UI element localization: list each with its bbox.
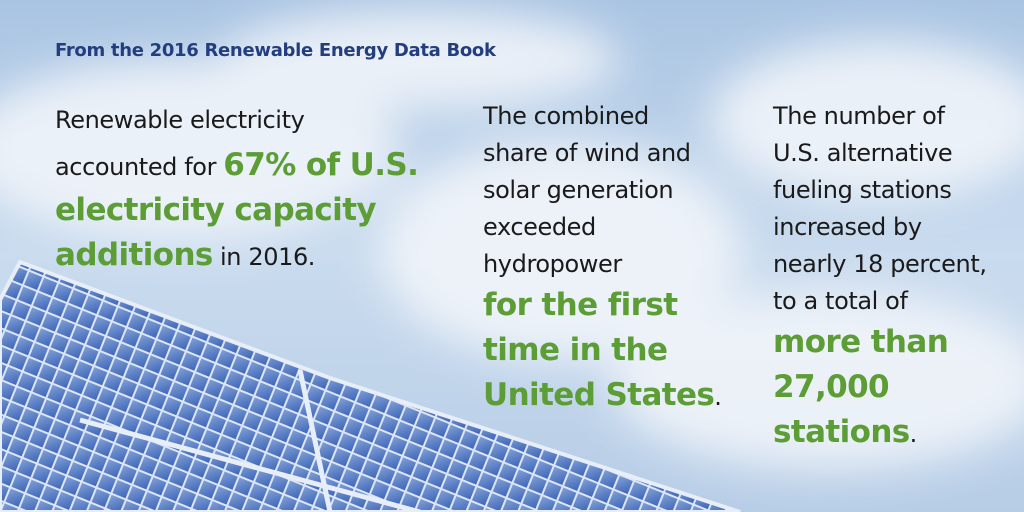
fact-line: United States.	[483, 373, 722, 418]
highlight-text: for the first	[483, 287, 678, 323]
fact: The number of U.S. alternative fueling sta…	[773, 98, 987, 455]
highlight-text: time in the	[483, 332, 668, 368]
fact-line: increased by	[773, 209, 987, 246]
highlight-text: additions	[55, 237, 213, 273]
body-text: U.S. alternative	[773, 139, 953, 167]
body-text: The number of	[773, 102, 945, 130]
fact-line: U.S. alternative	[773, 135, 987, 172]
highlight-text: stations	[773, 414, 910, 450]
body-text: exceeded	[483, 213, 596, 241]
fact-line: 27,000	[773, 365, 987, 410]
body-text: solar generation	[483, 176, 674, 204]
fact-line: stations.	[773, 410, 987, 455]
fact-line: time in the	[483, 328, 722, 373]
body-text: nearly 18 percent,	[773, 250, 987, 278]
highlight-text: United States	[483, 377, 715, 413]
body-text: to a total of	[773, 287, 908, 315]
body-text: The combined	[483, 102, 649, 130]
highlight-text: 67% of U.S.	[223, 147, 419, 183]
body-text: fueling stations	[773, 176, 952, 204]
fact-line: The combined	[483, 98, 722, 135]
fact-line: Renewable electricity	[55, 98, 418, 143]
body-text: increased by	[773, 213, 922, 241]
title: From the 2016 Renewable Energy Data Book	[55, 40, 496, 61]
body-text: share of wind and	[483, 139, 691, 167]
highlight-text: electricity capacity	[55, 192, 377, 228]
body-text: hydropower	[483, 250, 622, 278]
fact-line: The number of	[773, 98, 987, 135]
fact-line: nearly 18 percent,	[773, 246, 987, 283]
fact-line: solar generation	[483, 172, 722, 209]
highlight-text: 27,000	[773, 369, 890, 405]
fact-line: more than	[773, 320, 987, 365]
body-text: .	[714, 383, 722, 411]
fact: The combined share of wind and solar gener…	[483, 98, 722, 418]
fact-line: electricity capacity	[55, 188, 418, 233]
fact-line: to a total of	[773, 283, 987, 320]
body-text: accounted for	[55, 153, 224, 181]
fact: Renewable electricity accounted for 67% o…	[55, 98, 419, 278]
fact-line: fueling stations	[773, 172, 987, 209]
highlight-text: more than	[773, 324, 949, 360]
fact-line: for the first	[483, 283, 722, 328]
body-text: Renewable electricity	[55, 106, 305, 134]
fact-line: share of wind and	[483, 135, 722, 172]
fact-line: hydropower	[483, 246, 722, 283]
body-text: .	[909, 420, 918, 448]
fact-line: additions in 2016.	[55, 233, 418, 278]
fact-line: accounted for 67% of U.S.	[55, 143, 419, 188]
body-text: in 2016.	[212, 243, 316, 271]
fact-line: exceeded	[483, 209, 722, 246]
